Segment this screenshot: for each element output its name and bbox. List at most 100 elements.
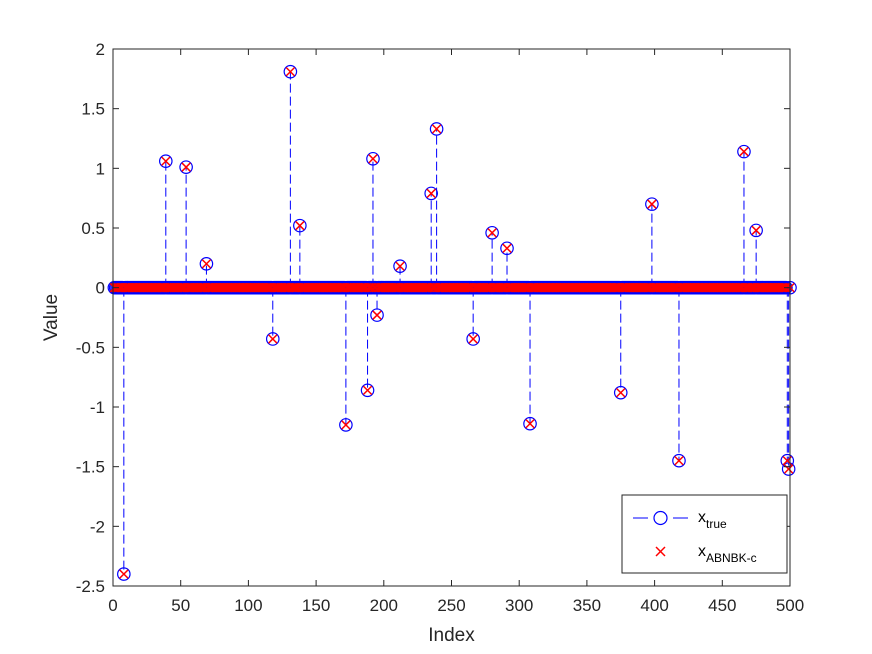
estimate-marker (289, 282, 300, 293)
true-marker (523, 416, 537, 431)
estimate-marker-stroke (502, 243, 512, 254)
x-axis-label: Index (428, 625, 475, 646)
x-tick-label: 500 (776, 596, 804, 615)
estimate-marker-stroke (496, 282, 507, 293)
estimate-marker-stroke (181, 162, 191, 172)
y-tick-label: 0 (96, 279, 105, 298)
estimate-marker-stroke (733, 282, 744, 293)
true-marker (370, 308, 384, 322)
true-marker (265, 332, 280, 346)
estimate-marker (778, 282, 788, 293)
x-tick-label: 350 (573, 596, 601, 615)
y-tick-label: -1 (90, 398, 105, 417)
estimate-marker-stroke (175, 282, 186, 293)
estimate-marker (196, 282, 206, 293)
estimate-marker-stroke (196, 282, 206, 293)
estimate-marker (610, 282, 621, 293)
estimate-marker (502, 243, 512, 254)
estimate-marker (357, 282, 367, 293)
estimate-marker-stroke (366, 282, 377, 293)
estimate-marker-stroke (783, 464, 794, 474)
legend-true-sub: true (706, 517, 727, 531)
x-tick-label: 0 (108, 596, 117, 615)
legend-estimate-base: x (698, 543, 706, 560)
estimate-marker-stroke (372, 310, 382, 320)
estimate-marker (368, 154, 378, 164)
estimate-marker (733, 282, 744, 293)
true-marker (485, 225, 499, 240)
estimate-marker (389, 282, 400, 293)
estimate-marker-stroke (739, 146, 749, 157)
x-tick-label: 450 (708, 596, 736, 615)
estimate-marker (746, 282, 756, 293)
estimate-marker (487, 228, 497, 238)
true-marker (339, 418, 353, 432)
estimate-marker (119, 569, 129, 579)
estimate-marker (421, 282, 431, 293)
true-marker (429, 122, 444, 136)
x-tick-label: 400 (640, 596, 668, 615)
estimate-marker-stroke (668, 282, 679, 293)
estimate-marker-stroke (289, 282, 300, 293)
legend-true-marker (653, 510, 668, 526)
estimate-marker-stroke (751, 225, 761, 236)
legend-true-base: x (698, 509, 706, 526)
estimate-marker-stroke (285, 66, 296, 77)
estimate-marker (616, 387, 626, 398)
estimate-marker (372, 310, 382, 320)
legend: xtrue xABNBK-c (621, 494, 788, 574)
estimate-marker (362, 385, 373, 396)
estimate-marker (262, 282, 273, 293)
estimate-marker-stroke (357, 282, 367, 293)
estimate-marker (155, 282, 166, 293)
legend-true-label: xtrue (698, 509, 727, 531)
estimate-marker-stroke (262, 282, 273, 293)
true-marker (293, 218, 307, 233)
estimate-marker (519, 282, 530, 293)
estimate-marker-stroke (161, 156, 171, 166)
y-axis-label: Value (41, 294, 62, 341)
estimate-marker-stroke (468, 334, 478, 344)
estimate-marker (674, 455, 684, 466)
estimate-marker (777, 282, 787, 293)
true-marker (366, 151, 380, 166)
x-axis-ticks: 0 50 100 150 200 250 300 350 400 450 500 (108, 49, 804, 615)
x-tick-label: 300 (505, 596, 533, 615)
x-tick-label: 50 (171, 596, 190, 615)
estimate-marker-stroke (674, 455, 684, 466)
x-tick-label: 150 (302, 596, 330, 615)
y-tick-label: 0.5 (81, 219, 105, 238)
estimate-marker (335, 282, 346, 293)
true-marker (672, 453, 686, 468)
estimate-marker (647, 199, 657, 209)
estimate-marker-stroke (525, 418, 535, 429)
estimate-markers-group (109, 66, 795, 579)
estimate-marker-stroke (487, 228, 497, 238)
y-tick-label: -0.5 (76, 338, 105, 357)
estimate-marker-stroke (746, 282, 756, 293)
legend-estimate-sub: ABNBK-c (706, 551, 757, 565)
true-marker (159, 154, 173, 168)
y-tick-label: -1.5 (76, 458, 105, 477)
y-axis-ticks: -2.5 -2 -1.5 -1 -0.5 0 0.5 1 1.5 2 (76, 40, 790, 596)
estimate-marker-stroke (341, 420, 351, 430)
true-marker (737, 144, 751, 159)
y-tick-label: 1.5 (81, 100, 105, 119)
estimate-marker (481, 282, 492, 293)
estimate-marker-stroke (395, 261, 405, 271)
estimate-marker (641, 282, 652, 293)
x-tick-label: 250 (437, 596, 465, 615)
estimate-marker-stroke (616, 387, 626, 398)
estimate-marker (341, 420, 351, 430)
estimate-marker-stroke (778, 282, 788, 293)
estimate-marker-stroke (431, 124, 442, 134)
estimate-marker-stroke (426, 188, 436, 199)
estimate-marker (395, 261, 405, 271)
estimate-marker-stroke (647, 199, 657, 209)
stems-group (123, 71, 790, 575)
estimate-marker (201, 259, 212, 269)
estimate-marker-stroke (610, 282, 621, 293)
estimate-marker (175, 282, 186, 293)
estimate-marker-stroke (463, 282, 473, 293)
estimate-marker (431, 124, 442, 134)
